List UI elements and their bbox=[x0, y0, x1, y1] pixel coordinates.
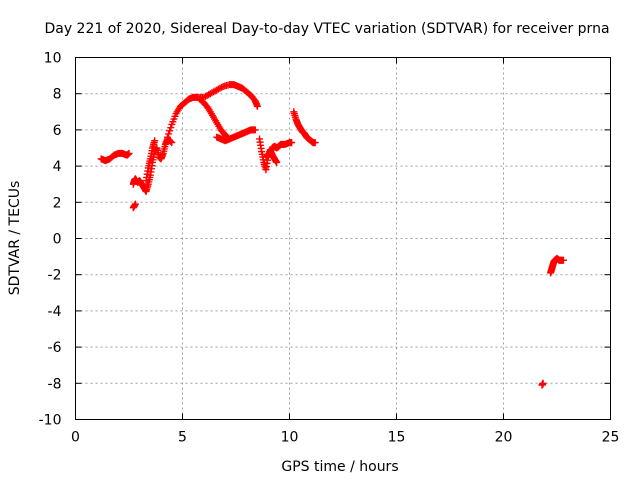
series-track-12 bbox=[538, 379, 547, 389]
data-point bbox=[151, 137, 159, 145]
series-track-5 bbox=[164, 93, 201, 141]
y-axis-label: SDTVAR / TECUs bbox=[7, 181, 23, 296]
data-point bbox=[167, 124, 175, 132]
data-point bbox=[311, 139, 319, 147]
series-track-11 bbox=[290, 108, 319, 147]
plot-frame bbox=[75, 57, 611, 420]
x-tick-label: 25 bbox=[602, 430, 620, 446]
chart-title: Day 221 of 2020, Sidereal Day-to-day VTE… bbox=[44, 21, 609, 37]
y-tick-label: -10 bbox=[39, 413, 62, 429]
data-point bbox=[125, 149, 133, 157]
y-tick-label: -8 bbox=[48, 376, 62, 392]
data-point bbox=[131, 200, 139, 208]
y-tick-label: 10 bbox=[44, 51, 62, 67]
series-track-2 bbox=[129, 135, 176, 195]
data-point bbox=[559, 256, 567, 264]
x-tick-label: 15 bbox=[388, 430, 406, 446]
data-point bbox=[165, 130, 173, 138]
y-tick-label: 2 bbox=[53, 195, 62, 211]
data-point bbox=[218, 83, 226, 91]
data-points bbox=[97, 81, 567, 389]
x-tick-label: 5 bbox=[178, 430, 187, 446]
data-point bbox=[273, 158, 281, 166]
series-track-6 bbox=[193, 81, 261, 110]
series-track-7 bbox=[196, 95, 234, 143]
y-tick-label: 6 bbox=[53, 123, 62, 139]
y-tick-label: -6 bbox=[48, 340, 62, 356]
x-axis-label: GPS time / hours bbox=[281, 459, 398, 475]
data-point bbox=[166, 127, 174, 135]
series-track-1 bbox=[97, 149, 133, 165]
data-point bbox=[168, 139, 176, 147]
data-point bbox=[251, 126, 259, 134]
grid-layer bbox=[75, 57, 611, 420]
data-point bbox=[164, 133, 172, 141]
y-tick-label: 0 bbox=[53, 232, 62, 248]
y-tick-label: 8 bbox=[53, 87, 62, 103]
series-track-8 bbox=[213, 126, 259, 145]
x-tick-label: 0 bbox=[71, 430, 80, 446]
series-track-4 bbox=[142, 137, 159, 185]
data-point bbox=[288, 139, 296, 147]
data-point bbox=[539, 379, 547, 387]
series-track-13 bbox=[547, 254, 567, 277]
x-tick-label: 20 bbox=[495, 430, 513, 446]
y-tick-label: -2 bbox=[48, 268, 62, 284]
data-point bbox=[167, 138, 175, 146]
x-tick-label: 10 bbox=[281, 430, 299, 446]
y-tick-label: -4 bbox=[48, 304, 62, 320]
series-track-10 bbox=[262, 139, 296, 161]
y-tick-label: 4 bbox=[53, 159, 62, 175]
series-track-3 bbox=[129, 200, 139, 212]
data-point bbox=[253, 102, 261, 110]
